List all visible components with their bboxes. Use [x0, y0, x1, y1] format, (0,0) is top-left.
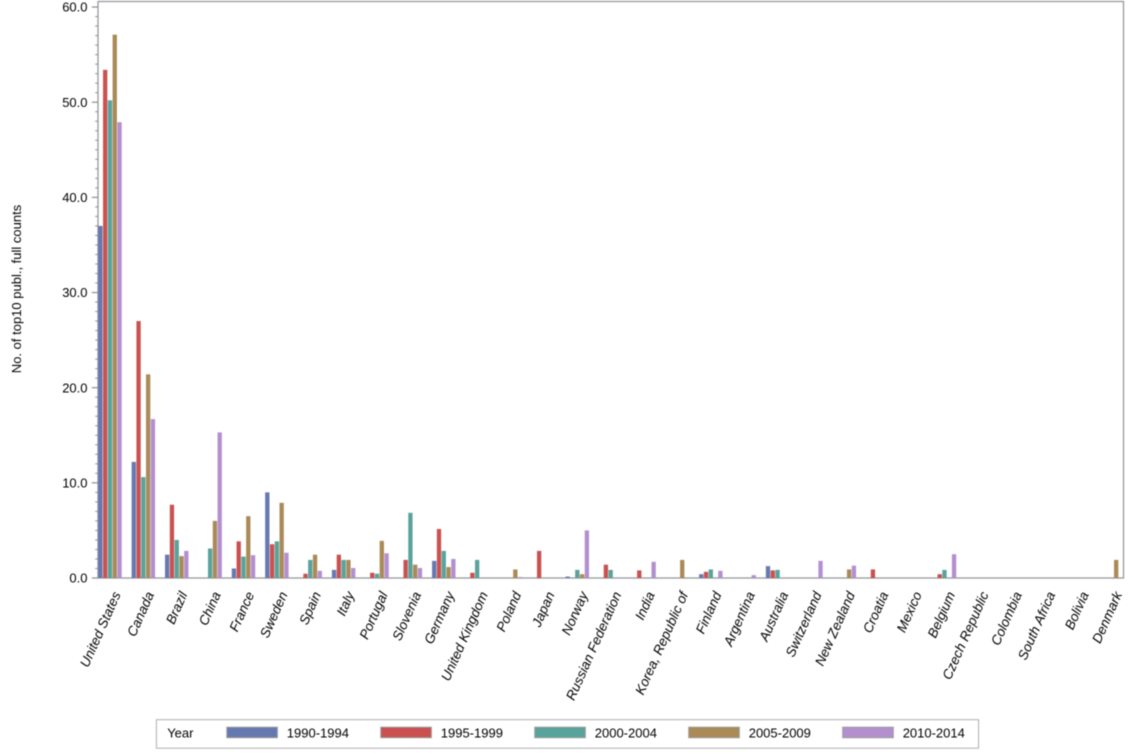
svg-text:2005-2009: 2005-2009	[749, 725, 811, 740]
svg-text:2000-2004: 2000-2004	[595, 725, 657, 740]
svg-text:France: France	[226, 589, 257, 633]
svg-text:Germany: Germany	[421, 588, 458, 646]
svg-text:Argentina: Argentina	[720, 589, 758, 649]
svg-text:Norway: Norway	[559, 588, 592, 637]
svg-text:China: China	[196, 589, 224, 628]
svg-text:Portugal: Portugal	[357, 588, 392, 641]
svg-text:60.0: 60.0	[62, 0, 87, 15]
svg-text:Year: Year	[167, 725, 194, 740]
svg-text:Canada: Canada	[124, 589, 157, 639]
svg-text:Mexico: Mexico	[894, 589, 925, 635]
svg-text:50.0: 50.0	[62, 95, 87, 110]
svg-text:Japan: Japan	[529, 589, 558, 630]
svg-text:India: India	[632, 589, 658, 622]
svg-text:Spain: Spain	[296, 589, 324, 627]
svg-text:Belgium: Belgium	[925, 589, 959, 640]
svg-text:Colombia: Colombia	[988, 589, 1025, 648]
svg-text:20.0: 20.0	[62, 380, 87, 395]
svg-text:United States: United States	[77, 589, 124, 669]
svg-text:Brazil: Brazil	[163, 588, 191, 626]
svg-text:Denmark: Denmark	[1089, 588, 1125, 645]
svg-text:2010-2014: 2010-2014	[903, 725, 965, 740]
svg-text:1995-1999: 1995-1999	[441, 725, 503, 740]
svg-text:Sweden: Sweden	[257, 589, 291, 640]
svg-text:10.0: 10.0	[62, 475, 87, 490]
svg-text:0.0: 0.0	[69, 571, 87, 586]
svg-text:Croatia: Croatia	[860, 589, 892, 635]
svg-text:40.0: 40.0	[62, 190, 87, 205]
svg-text:1990-1994: 1990-1994	[287, 725, 349, 740]
svg-text:Bolivia: Bolivia	[1062, 589, 1092, 632]
svg-text:Italy: Italy	[334, 588, 358, 618]
svg-text:Australia: Australia	[756, 589, 792, 644]
svg-text:Poland: Poland	[493, 589, 524, 634]
svg-text:Slovenia: Slovenia	[389, 589, 424, 643]
svg-text:30.0: 30.0	[62, 285, 87, 300]
svg-text:Finland: Finland	[693, 589, 725, 636]
svg-text:No. of top10 publ., full count: No. of top10 publ., full counts	[9, 204, 24, 373]
